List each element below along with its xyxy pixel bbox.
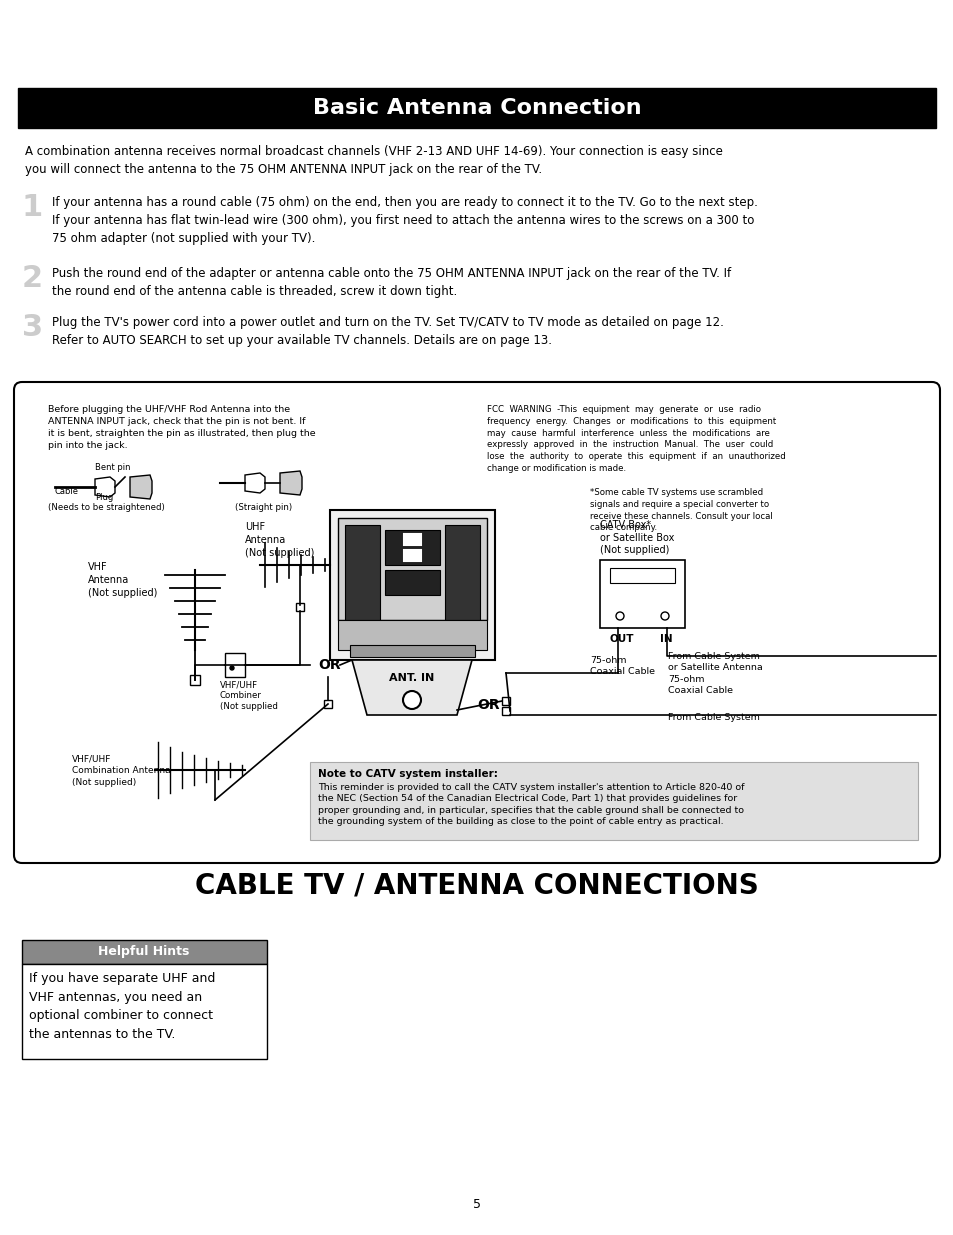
Circle shape (230, 666, 233, 671)
Text: VHF/UHF
Combination Antenna
(Not supplied): VHF/UHF Combination Antenna (Not supplie… (71, 755, 171, 787)
Bar (324, 700, 332, 708)
Bar (22, 965, 267, 1058)
Text: If your antenna has a round cable (75 ohm) on the end, then you are ready to con: If your antenna has a round cable (75 oh… (52, 196, 757, 245)
Text: (Needs to be straightened): (Needs to be straightened) (48, 503, 165, 513)
Bar (337, 620, 486, 650)
Text: From Cable System: From Cable System (667, 713, 760, 722)
Text: OUT: OUT (609, 634, 634, 643)
Bar (401, 548, 421, 562)
Bar (310, 762, 917, 840)
Text: Plug the TV's power cord into a power outlet and turn on the TV. Set TV/CATV to : Plug the TV's power cord into a power ou… (52, 316, 723, 347)
Text: From Cable System
or Satellite Antenna
75-ohm
Coaxial Cable: From Cable System or Satellite Antenna 7… (667, 652, 762, 695)
Text: Before plugging the UHF/VHF Rod Antenna into the
ANTENNA INPUT jack, check that : Before plugging the UHF/VHF Rod Antenna … (48, 405, 315, 451)
Bar (444, 525, 479, 620)
Text: *Some cable TV systems use scrambled
signals and require a special converter to
: *Some cable TV systems use scrambled sig… (589, 488, 772, 532)
Bar (350, 645, 475, 657)
Text: VHF/UHF
Combiner
(Not supplied: VHF/UHF Combiner (Not supplied (220, 680, 277, 711)
Text: 1: 1 (22, 193, 43, 222)
Bar (501, 697, 510, 705)
Text: 3: 3 (22, 312, 43, 342)
Bar (295, 603, 304, 611)
Text: A combination antenna receives normal broadcast channels (VHF 2-13 AND UHF 14-69: A combination antenna receives normal br… (25, 144, 722, 177)
Text: Bent pin: Bent pin (95, 463, 131, 472)
Text: Basic Antenna Connection: Basic Antenna Connection (313, 98, 640, 119)
Text: VHF
Antenna
(Not supplied): VHF Antenna (Not supplied) (88, 562, 157, 598)
Polygon shape (95, 477, 115, 496)
Text: CATV Box*
or Satellite Box
(Not supplied): CATV Box* or Satellite Box (Not supplied… (599, 520, 674, 555)
Text: UHF
Antenna
(Not supplied): UHF Antenna (Not supplied) (245, 522, 314, 557)
Text: 5: 5 (473, 1198, 480, 1212)
Text: OR: OR (317, 658, 340, 672)
Text: (Straight pin): (Straight pin) (234, 503, 292, 513)
Polygon shape (352, 659, 472, 715)
Circle shape (660, 613, 668, 620)
Bar (401, 532, 421, 546)
Bar (225, 653, 245, 677)
Polygon shape (245, 473, 265, 493)
Circle shape (402, 692, 420, 709)
Text: Note to CATV system installer:: Note to CATV system installer: (317, 769, 497, 779)
Text: If you have separate UHF and
VHF antennas, you need an
optional combiner to conn: If you have separate UHF and VHF antenna… (29, 972, 215, 1041)
Text: Cable: Cable (55, 487, 79, 496)
Bar (190, 676, 200, 685)
Polygon shape (280, 471, 302, 495)
Text: FCC  WARNING  -This  equipment  may  generate  or  use  radio
frequency  energy.: FCC WARNING -This equipment may generate… (486, 405, 785, 473)
Text: CABLE TV / ANTENNA CONNECTIONS: CABLE TV / ANTENNA CONNECTIONS (195, 872, 758, 900)
Text: OR: OR (476, 698, 499, 713)
Text: Push the round end of the adapter or antenna cable onto the 75 OHM ANTENNA INPUT: Push the round end of the adapter or ant… (52, 267, 730, 298)
Text: ANT. IN: ANT. IN (389, 673, 435, 683)
Text: IN: IN (659, 634, 672, 643)
Bar (599, 559, 684, 629)
Text: 75-ohm
Coaxial Cable: 75-ohm Coaxial Cable (589, 656, 655, 677)
Bar (385, 571, 439, 595)
Text: This reminder is provided to call the CATV system installer's attention to Artic: This reminder is provided to call the CA… (317, 783, 743, 826)
Circle shape (616, 613, 623, 620)
Text: 2: 2 (22, 264, 43, 293)
Bar (18, 88, 935, 128)
Bar (501, 706, 510, 715)
Bar (337, 517, 486, 620)
FancyBboxPatch shape (14, 382, 939, 863)
Bar (22, 940, 267, 965)
Text: Helpful Hints: Helpful Hints (98, 946, 190, 958)
Bar (345, 525, 379, 620)
Text: Plug: Plug (95, 493, 113, 501)
Bar (330, 510, 495, 659)
Bar (385, 530, 439, 564)
Bar (609, 568, 675, 583)
Polygon shape (130, 475, 152, 499)
